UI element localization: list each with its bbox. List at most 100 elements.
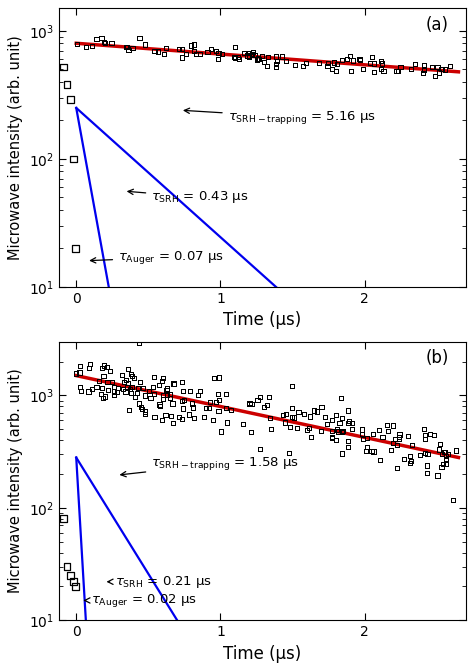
Point xyxy=(321,412,328,423)
Point xyxy=(358,424,365,435)
Point xyxy=(228,404,235,415)
Point xyxy=(435,444,443,455)
Text: $\tau_{\rm Auger}$ = 0.07 μs: $\tau_{\rm Auger}$ = 0.07 μs xyxy=(91,249,224,266)
Point xyxy=(293,422,301,433)
Point xyxy=(138,404,146,415)
Point xyxy=(323,419,331,429)
Point xyxy=(166,389,173,399)
Point xyxy=(251,50,259,61)
Point xyxy=(248,50,256,60)
Point xyxy=(170,378,177,389)
Point xyxy=(388,445,395,456)
Point xyxy=(191,39,198,50)
Point xyxy=(150,372,158,382)
Point xyxy=(332,65,340,76)
Point xyxy=(256,444,264,454)
Point xyxy=(212,46,220,56)
Point xyxy=(205,403,213,413)
Point xyxy=(332,409,340,420)
Point xyxy=(214,389,221,399)
Point xyxy=(306,411,314,422)
Point xyxy=(163,390,171,401)
Point xyxy=(346,51,354,62)
Point xyxy=(370,67,377,78)
Point xyxy=(151,45,158,56)
Point xyxy=(424,448,431,459)
Point xyxy=(85,386,92,397)
Point xyxy=(123,382,131,393)
Point xyxy=(73,368,80,379)
Point xyxy=(170,378,177,389)
Point xyxy=(435,444,443,455)
Point xyxy=(63,79,71,90)
Point xyxy=(359,64,367,74)
Point xyxy=(255,54,263,64)
Point xyxy=(407,63,415,74)
Point xyxy=(420,423,428,434)
Point xyxy=(278,51,286,62)
Point xyxy=(288,411,296,422)
Point xyxy=(378,58,386,69)
Point xyxy=(130,372,138,383)
Point xyxy=(295,407,302,417)
Point xyxy=(302,57,310,68)
Point xyxy=(369,429,376,440)
Point xyxy=(163,384,170,395)
Point xyxy=(231,52,238,63)
Point xyxy=(108,377,116,388)
Point xyxy=(218,49,226,60)
Point xyxy=(251,50,259,61)
Point xyxy=(179,385,187,396)
Point xyxy=(77,386,85,397)
Point xyxy=(332,65,340,76)
Point xyxy=(272,59,280,70)
Point xyxy=(285,448,293,458)
Point xyxy=(254,53,262,64)
Point xyxy=(122,386,129,397)
Point xyxy=(158,375,166,386)
Point xyxy=(285,448,293,458)
Point xyxy=(436,67,443,78)
Point xyxy=(315,57,322,68)
Point xyxy=(378,58,386,69)
Point xyxy=(131,392,139,403)
Point xyxy=(179,414,186,425)
Point xyxy=(158,375,166,386)
Point xyxy=(136,376,144,387)
Point xyxy=(236,54,243,64)
Point xyxy=(420,64,428,75)
Point xyxy=(330,57,338,68)
Point xyxy=(120,376,128,387)
Point xyxy=(163,383,171,394)
Point xyxy=(406,458,414,468)
Point xyxy=(134,383,142,394)
Point xyxy=(92,382,100,393)
Point xyxy=(247,427,255,437)
Point xyxy=(438,448,446,459)
Point xyxy=(380,66,387,76)
Point xyxy=(150,389,157,399)
Point xyxy=(328,64,336,74)
Point xyxy=(125,378,132,389)
Point xyxy=(154,46,162,57)
Point xyxy=(307,432,315,443)
X-axis label: Time (μs): Time (μs) xyxy=(223,645,301,663)
Text: $\tau_{\rm SRH-trapping}$ = 1.58 μs: $\tau_{\rm SRH-trapping}$ = 1.58 μs xyxy=(121,454,300,477)
Point xyxy=(131,392,139,403)
Point xyxy=(122,374,130,385)
Point xyxy=(118,370,126,380)
Point xyxy=(175,411,183,422)
Text: (a): (a) xyxy=(426,16,449,34)
Point xyxy=(207,44,215,54)
Point xyxy=(197,385,204,396)
Point xyxy=(123,42,131,53)
Point xyxy=(391,433,399,444)
Point xyxy=(344,53,351,64)
Point xyxy=(100,393,107,403)
Point xyxy=(421,434,428,445)
Point xyxy=(369,429,376,440)
Point xyxy=(239,419,247,429)
Point xyxy=(247,427,255,437)
Point xyxy=(310,405,318,416)
Point xyxy=(113,386,121,397)
